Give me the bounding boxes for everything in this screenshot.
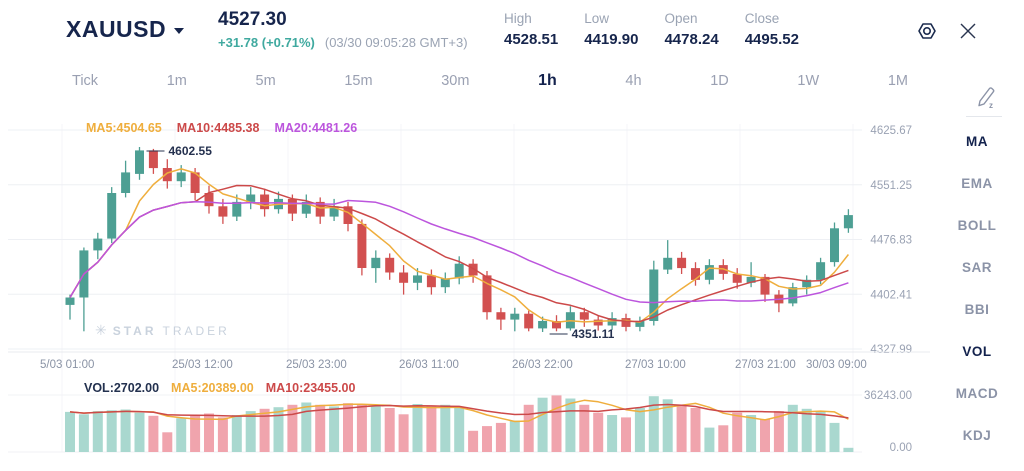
- volume-legend: VOL:2702.00 MA5:20389.00 MA10:23455.00: [84, 381, 355, 395]
- settings-button[interactable]: [914, 18, 940, 44]
- svg-text:4351.11: 4351.11: [572, 327, 615, 341]
- svg-text:4551.25: 4551.25: [870, 180, 912, 192]
- ma-legend: MA5:4504.65 MA10:4485.38 MA20:4481.26: [86, 121, 357, 135]
- tab-1h[interactable]: 1h: [538, 72, 557, 89]
- close-icon: [960, 23, 976, 39]
- svg-text:27/03 21:00: 27/03 21:00: [735, 359, 796, 371]
- draw-tools-button[interactable]: z: [974, 84, 998, 115]
- pencil-icon: z: [978, 87, 995, 110]
- tab-5m[interactable]: 5m: [255, 73, 276, 89]
- tab-4h[interactable]: 4h: [625, 73, 642, 89]
- svg-text:4625.67: 4625.67: [870, 125, 912, 137]
- star-icon: ✳: [95, 322, 107, 338]
- svg-text:4602.55: 4602.55: [169, 144, 213, 158]
- quote-timestamp: (03/30 09:05:28 GMT+3): [324, 35, 468, 50]
- vol-ma10-value: MA10:23455.00: [265, 381, 356, 395]
- sidebar-item-sar[interactable]: SAR: [961, 259, 992, 275]
- sidebar-item-bbi[interactable]: BBI: [964, 301, 990, 317]
- gear-icon: [918, 23, 936, 39]
- sidebar-item-boll[interactable]: BOLL: [957, 217, 997, 233]
- tab-30m[interactable]: 30m: [441, 73, 470, 89]
- tab-1w[interactable]: 1W: [797, 73, 820, 89]
- svg-text:4327.99: 4327.99: [870, 344, 912, 356]
- tab-1d[interactable]: 1D: [710, 73, 729, 89]
- tab-1m[interactable]: 1m: [166, 73, 187, 89]
- sidebar-divider: [966, 116, 1002, 117]
- stat-high: High 4528.51: [504, 11, 559, 48]
- ma5-value: MA5:4504.65: [86, 121, 162, 135]
- svg-text:26/03 11:00: 26/03 11:00: [399, 359, 459, 371]
- stat-open: Open 4478.24: [664, 11, 719, 48]
- price-change: +31.78 (+0.71%): [218, 35, 315, 50]
- sidebar-item-kdj[interactable]: KDJ: [962, 427, 992, 443]
- vol-value: VOL:2702.00: [84, 381, 160, 395]
- svg-text:5/03 01:00: 5/03 01:00: [40, 359, 94, 371]
- svg-text:25/03 12:00: 25/03 12:00: [172, 359, 233, 371]
- tab-15m[interactable]: 15m: [344, 73, 373, 89]
- sidebar-item-macd[interactable]: MACD: [955, 385, 999, 401]
- tab-tick[interactable]: Tick: [72, 73, 99, 89]
- svg-text:4402.41: 4402.41: [870, 289, 912, 301]
- svg-text:z: z: [989, 101, 993, 110]
- timeframe-tabs: Tick 1m 5m 15m 30m 1h 4h 1D 1W 1M: [70, 68, 910, 94]
- symbol-selector[interactable]: XAUUSD: [66, 16, 185, 43]
- indicator-sidebar: MA EMA BOLL SAR BBI VOL MACD KDJ: [930, 120, 1024, 456]
- svg-text:26/03 22:00: 26/03 22:00: [512, 359, 573, 371]
- svg-text:27/03 10:00: 27/03 10:00: [625, 359, 686, 371]
- vol-ma5-value: MA5:20389.00: [171, 381, 254, 395]
- chart-svg[interactable]: 4625.67 4551.25 4476.83 4402.41 4327.99 5/03 …: [0, 110, 930, 471]
- svg-text:25/03 23:00: 25/03 23:00: [286, 359, 347, 371]
- sidebar-item-ema[interactable]: EMA: [961, 175, 993, 191]
- svg-text:30/03 09:00: 30/03 09:00: [806, 359, 867, 371]
- last-price: 4527.30: [218, 9, 287, 30]
- sidebar-item-ma[interactable]: MA: [966, 133, 988, 149]
- svg-text:4476.83: 4476.83: [870, 235, 912, 247]
- close-button[interactable]: [955, 18, 981, 44]
- ma20-value: MA20:4481.26: [274, 121, 358, 135]
- price-block: 4527.30 +31.78 (+0.71%) (03/30 09:05:28 …: [218, 9, 468, 50]
- startrader-watermark: ✳ STAR TRADER: [95, 322, 230, 338]
- chevron-down-icon: [174, 28, 185, 34]
- sidebar-item-vol[interactable]: VOL: [962, 343, 992, 359]
- svg-text:0.00: 0.00: [890, 442, 912, 454]
- svg-text:36243.00: 36243.00: [864, 390, 912, 402]
- symbol-name: XAUUSD: [66, 16, 167, 42]
- stat-low: Low 4419.90: [584, 11, 639, 48]
- ohlc-stats: High 4528.51 Low 4419.90 Open 4478.24 Cl…: [504, 11, 799, 48]
- tab-1mo[interactable]: 1M: [887, 73, 908, 89]
- ma10-value: MA10:4485.38: [176, 121, 260, 135]
- stat-close: Close 4495.52: [744, 11, 799, 48]
